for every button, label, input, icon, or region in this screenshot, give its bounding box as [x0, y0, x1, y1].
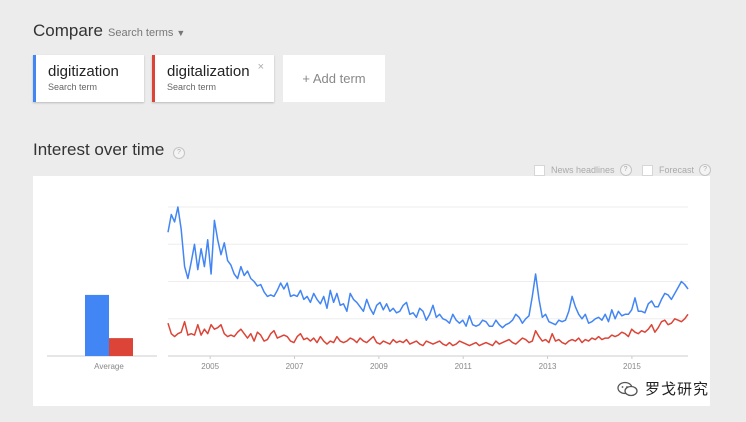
- compare-title: Compare: [33, 21, 103, 40]
- x-tick-label-2015: 2015: [623, 362, 641, 371]
- series-line-digitalization: [167, 313, 689, 347]
- average-bar-digitalization: [109, 338, 133, 356]
- watermark: 罗戈研究: [617, 378, 709, 399]
- search-terms-dropdown[interactable]: Search terms ▼: [108, 27, 185, 39]
- average-label: Average: [94, 362, 124, 371]
- x-tick-label-2009: 2009: [370, 362, 388, 371]
- news-headlines-checkbox[interactable]: [534, 164, 545, 176]
- x-tick-label-2005: 2005: [201, 362, 219, 371]
- interest-over-time-chart: Average 2005 2007 2009 2011 2013 2015: [47, 206, 689, 371]
- chat-bubbles-icon: [617, 381, 638, 396]
- series-line-digitization: [167, 206, 689, 329]
- news-headlines-label: News headlines: [551, 165, 615, 175]
- section-title: Interest over time: [33, 140, 165, 159]
- term-color-bar: [33, 55, 36, 102]
- term-name: digitalization: [167, 63, 250, 80]
- help-icon[interactable]: ?: [173, 147, 185, 159]
- x-tick-label-2013: 2013: [539, 362, 557, 371]
- x-tick-label-2007: 2007: [286, 362, 304, 371]
- average-bar-digitization: [85, 294, 109, 356]
- close-icon[interactable]: ×: [257, 61, 264, 73]
- term-card-digitalization[interactable]: digitalization Search term ×: [152, 55, 274, 102]
- term-subtitle: Search term: [48, 82, 98, 92]
- help-icon[interactable]: ?: [699, 164, 712, 176]
- interest-chart-panel: Average 2005 2007 2009 2011 2013 2015: [33, 176, 710, 406]
- term-card-digitization[interactable]: digitization Search term: [33, 55, 144, 102]
- search-terms-label: Search terms: [108, 27, 174, 39]
- add-term-button[interactable]: + Add term: [283, 55, 385, 102]
- news-headlines-option[interactable]: News headlines ?: [534, 164, 632, 176]
- x-tick-label-2011: 2011: [455, 362, 473, 371]
- caret-down-icon: ▼: [176, 28, 186, 38]
- term-name: digitization: [48, 63, 119, 80]
- help-icon[interactable]: ?: [619, 164, 632, 176]
- forecast-label: Forecast: [659, 165, 695, 175]
- forecast-option[interactable]: Forecast ?: [642, 164, 712, 176]
- term-color-bar: [152, 55, 155, 102]
- term-subtitle: Search term: [167, 82, 217, 92]
- forecast-checkbox[interactable]: [642, 164, 653, 176]
- watermark-text: 罗戈研究: [645, 381, 710, 398]
